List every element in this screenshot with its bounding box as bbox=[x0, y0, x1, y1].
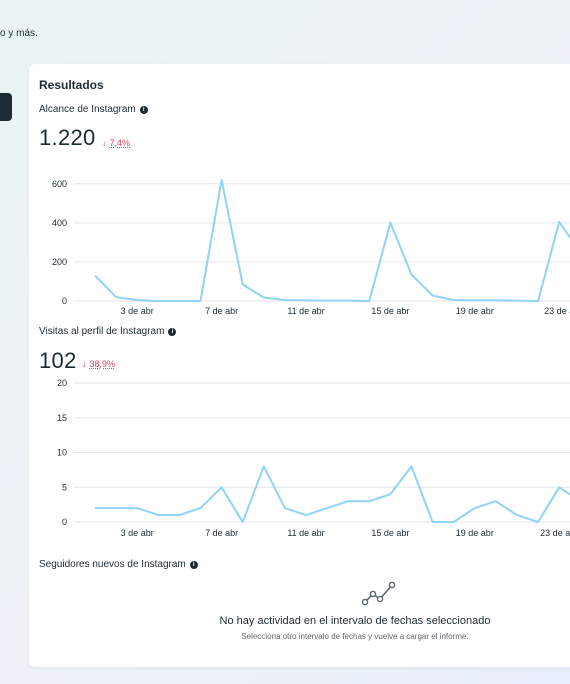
x-tick-label: 23 de abr bbox=[540, 528, 570, 538]
y-tick-label: 400 bbox=[52, 218, 67, 228]
info-icon[interactable]: i bbox=[139, 105, 148, 114]
profile-visits-label-text: Visitas al perfil de Instagram bbox=[39, 326, 165, 337]
y-tick-label: 0 bbox=[62, 296, 67, 306]
empty-chart-icon bbox=[361, 581, 396, 606]
y-tick-label: 10 bbox=[57, 448, 67, 458]
info-icon[interactable]: i bbox=[189, 560, 198, 569]
y-tick-label: 20 bbox=[57, 378, 67, 388]
new-followers-label-text: Seguidores nuevos de Instagram bbox=[39, 559, 186, 570]
empty-state-subtitle: Selecciona otro intervalo de fechas y vu… bbox=[241, 632, 469, 641]
y-tick-label: 600 bbox=[52, 179, 67, 189]
profile-visits-chart: 0 5 10 15 20 3 de abr 7 de abr 11 de abr 15 de a… bbox=[57, 378, 570, 538]
x-tick-label: 15 de abr bbox=[371, 528, 409, 538]
x-tick-label: 7 de abr bbox=[205, 528, 238, 538]
x-tick-label: 15 de abr bbox=[371, 306, 409, 316]
side-button[interactable] bbox=[0, 93, 12, 121]
x-tick-label: 3 de abr bbox=[121, 528, 154, 538]
x-tick-label: 19 de abr bbox=[456, 528, 494, 538]
x-tick-label: 11 de abr bbox=[287, 528, 324, 538]
x-tick-label: 23 de a bbox=[544, 306, 570, 316]
series-line bbox=[95, 465, 570, 523]
x-tick-label: 3 de abr bbox=[121, 306, 154, 316]
reach-chart: 0 200 400 600 3 de abr 7 de abr 11 de abr 15 de… bbox=[52, 178, 570, 316]
results-card: Resultados Alcance de Instagram i 1.220 … bbox=[29, 64, 570, 667]
arrow-down-icon: ↓ bbox=[82, 359, 87, 369]
profile-visits-value: 102 bbox=[39, 348, 77, 373]
new-followers-label: Seguidores nuevos de Instagram i bbox=[39, 559, 198, 570]
profile-visits-delta-value[interactable]: 38,9% bbox=[89, 359, 116, 369]
reach-delta: ↓ 7,4% bbox=[102, 138, 130, 148]
profile-visits-label: Visitas al perfil de Instagram i bbox=[39, 326, 177, 337]
y-tick-label: 200 bbox=[52, 257, 67, 267]
series-line bbox=[94, 178, 570, 302]
x-tick-label: 19 de abr bbox=[456, 306, 494, 316]
reach-value: 1.220 bbox=[39, 125, 96, 150]
y-tick-label: 15 bbox=[57, 413, 67, 423]
reach-label: Alcance de Instagram i bbox=[39, 104, 148, 115]
y-tick-label: 0 bbox=[62, 517, 67, 527]
empty-state-title: No hay actividad en el intervalo de fech… bbox=[219, 615, 491, 627]
reach-label-text: Alcance de Instagram bbox=[39, 104, 136, 115]
profile-visits-delta: ↓ 38,9% bbox=[82, 359, 115, 369]
arrow-down-icon: ↓ bbox=[102, 138, 107, 148]
y-tick-label: 5 bbox=[62, 482, 67, 492]
info-icon[interactable]: i bbox=[168, 327, 177, 336]
results-title: Resultados bbox=[39, 78, 104, 92]
intro-text: o y más. bbox=[0, 28, 38, 39]
reach-delta-value[interactable]: 7,4% bbox=[109, 138, 131, 148]
x-tick-label: 11 de abr bbox=[287, 306, 324, 316]
x-tick-label: 7 de abr bbox=[205, 306, 238, 316]
